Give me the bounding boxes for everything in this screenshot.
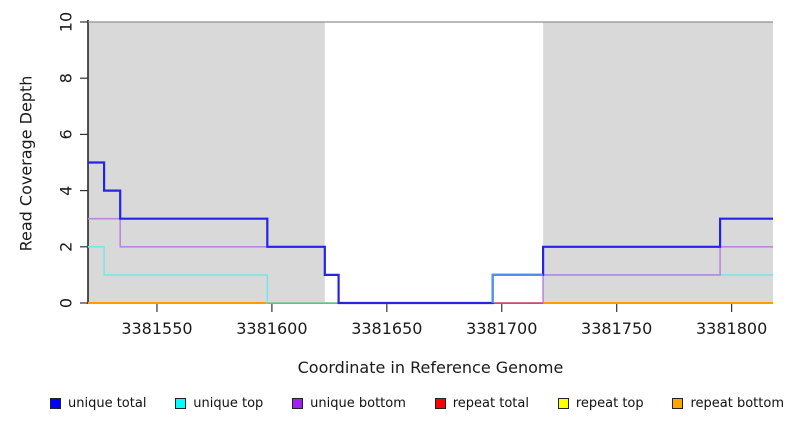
x-tick-label: 3381800 <box>696 319 767 338</box>
coverage-chart: 3381550 3381600 3381650 3381700 3381750 33818… <box>57 12 773 338</box>
legend-swatch-icon <box>292 398 304 409</box>
legend-swatch-icon <box>672 398 684 409</box>
shaded-region <box>88 22 325 303</box>
legend-item: unique total <box>50 396 146 411</box>
x-tick-label: 3381650 <box>351 319 422 338</box>
overlap-total-top-step <box>491 273 544 303</box>
legend-item: repeat total <box>434 396 529 411</box>
x-tick-label: 3381600 <box>236 319 307 338</box>
legend-item: unique bottom <box>292 396 406 411</box>
shaded-region <box>543 22 773 303</box>
y-tick-label: 6 <box>57 129 76 139</box>
legend-item: repeat bottom <box>672 396 784 411</box>
legend-swatch-icon <box>434 398 446 409</box>
legend-item-label: repeat bottom <box>690 396 784 411</box>
x-tick-label: 3381700 <box>466 319 537 338</box>
legend-item-label: repeat top <box>575 396 644 411</box>
y-tick-label: 8 <box>57 73 76 83</box>
legend-item-label: repeat total <box>452 396 529 411</box>
legend-item-label: unique top <box>193 396 264 411</box>
x-axis-title: Coordinate in Reference Genome <box>297 358 564 377</box>
unique-total-line <box>88 161 773 305</box>
legend: unique total unique top unique bottom repea… <box>50 396 784 411</box>
legend-item: unique top <box>175 396 263 411</box>
legend-swatch-icon <box>557 398 569 409</box>
legend-item-label: unique bottom <box>310 396 406 411</box>
x-tick-label: 3381550 <box>121 319 192 338</box>
y-axis-title: Read Coverage Depth <box>16 75 36 252</box>
legend-swatch-icon <box>50 398 61 409</box>
x-tick-label: 3381750 <box>581 319 652 338</box>
y-tick-label: 4 <box>57 186 76 196</box>
legend-item: repeat top <box>557 396 644 411</box>
legend-swatch-icon <box>175 398 187 409</box>
y-tick-label: 0 <box>57 298 76 308</box>
y-tick-label: 10 <box>57 12 76 32</box>
y-tick-label: 2 <box>57 242 76 252</box>
legend-item-label: unique total <box>68 396 147 411</box>
